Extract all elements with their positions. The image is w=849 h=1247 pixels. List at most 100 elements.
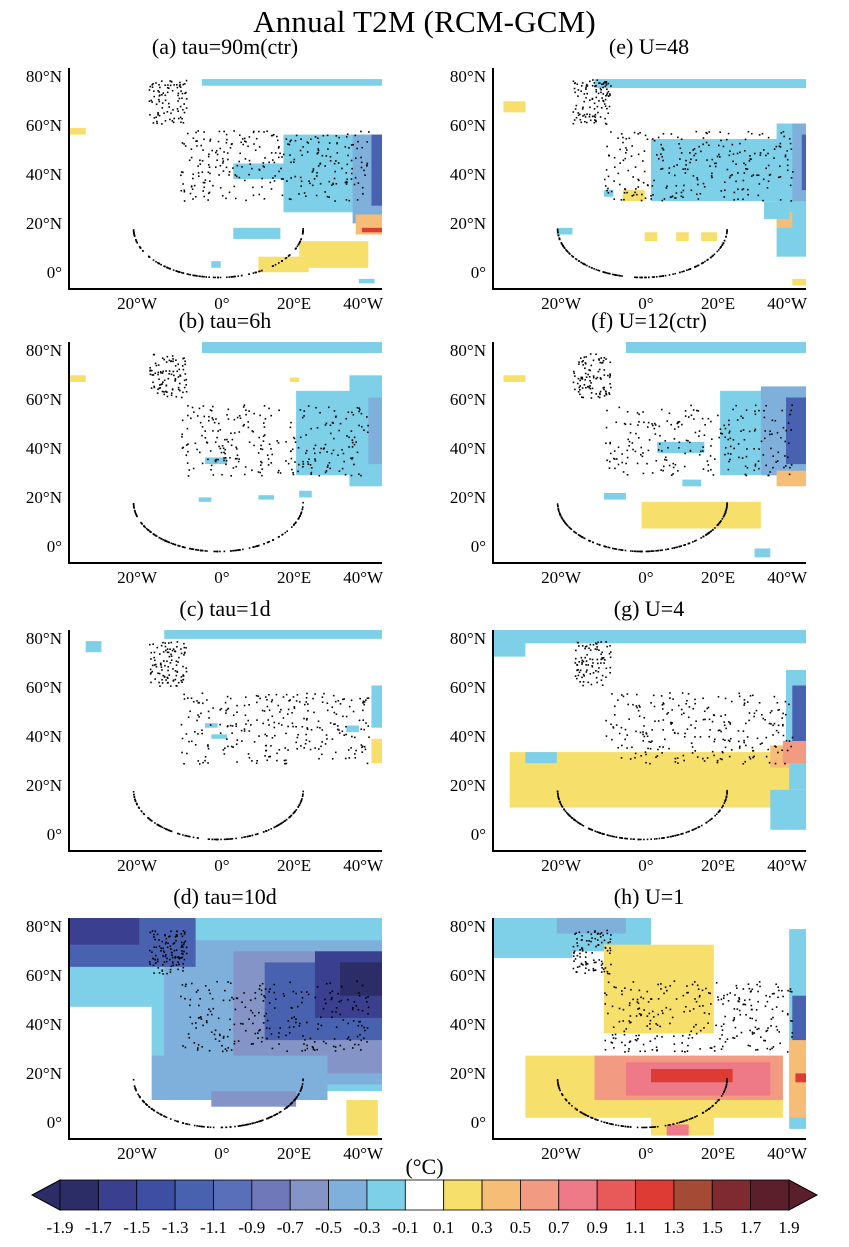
panel-title-h: (h) U=1: [613, 884, 685, 909]
colorbar-swatch-15: [635, 1179, 675, 1211]
colorbar-label-13: 0.7: [548, 1218, 570, 1237]
x-tick-h-3: 40°W: [767, 1144, 808, 1163]
anomaly-cell-f-10: [754, 548, 771, 558]
y-tick-h-1: 60°N: [449, 966, 486, 985]
colorbar-swatch-14: [596, 1179, 636, 1211]
anomaly-cell-g-0: [494, 630, 806, 644]
colorbar-swatch-3: [174, 1179, 214, 1211]
anomaly-cell-g-6: [782, 741, 806, 764]
colorbar-max-arrow: [788, 1179, 819, 1211]
map-panel-f: [492, 342, 806, 564]
map-panel-e: [492, 68, 806, 290]
panel-title-g: (g) U=4: [613, 596, 685, 621]
x-tick-a-2: 20°E: [276, 294, 312, 313]
colorbar-label-10: 0.1: [433, 1218, 455, 1237]
colorbar-label-7: -0.5: [315, 1218, 343, 1237]
y-tick-b-4: 0°: [46, 537, 62, 556]
y-tick-d-3: 20°N: [25, 1064, 62, 1083]
colorbar-label-4: -1.1: [200, 1218, 227, 1237]
anomaly-cell-a-4: [371, 134, 382, 206]
anomaly-cell-g-8: [770, 789, 806, 830]
panel-title-e: (e) U=48: [608, 34, 690, 59]
y-tick-e-2: 40°N: [449, 165, 486, 184]
anomaly-cell-a-0: [201, 79, 382, 86]
colorbar-label-11: 0.3: [471, 1218, 493, 1237]
colorbar-swatch-5: [251, 1179, 291, 1211]
x-tick-a-1: 0°: [214, 294, 230, 313]
colorbar-label-19: 1.9: [778, 1218, 800, 1237]
x-tick-f-2: 20°E: [700, 568, 736, 587]
colorbar-label-12: 0.5: [509, 1218, 532, 1237]
y-tick-c-1: 60°N: [25, 678, 62, 697]
y-tick-e-1: 60°N: [449, 116, 486, 135]
anomaly-cell-a-6: [362, 227, 382, 233]
colorbar-swatch-0: [59, 1179, 99, 1211]
y-tick-a-0: 80°N: [25, 67, 62, 86]
colorbar-swatch-17: [711, 1179, 752, 1211]
x-tick-e-1: 0°: [638, 294, 654, 313]
anomaly-cell-c-0: [85, 641, 102, 653]
y-tick-f-4: 0°: [470, 537, 486, 556]
colorbar-swatch-9: [404, 1179, 445, 1211]
anomaly-cell-h-13: [666, 1124, 689, 1136]
colorbar-label-2: -1.5: [123, 1218, 151, 1237]
anomaly-cell-f-7: [666, 515, 708, 529]
x-tick-g-1: 0°: [638, 856, 654, 875]
x-tick-b-0: 20°W: [117, 568, 157, 587]
anomaly-cell-e-11: [676, 232, 689, 242]
anomaly-cell-b-5: [333, 457, 353, 467]
colorbar-swatch-13: [558, 1179, 598, 1211]
anomaly-cell-a-11: [70, 127, 86, 135]
y-tick-a-1: 60°N: [25, 116, 62, 135]
y-tick-g-2: 40°N: [449, 727, 486, 746]
map-panel-g: [492, 630, 806, 852]
map-panel-a: [68, 68, 382, 290]
y-tick-d-1: 60°N: [25, 966, 62, 985]
coastline-e: [556, 79, 794, 279]
y-tick-e-0: 80°N: [449, 67, 486, 86]
x-tick-f-1: 0°: [638, 568, 654, 587]
colorbar-label-5: -0.9: [238, 1218, 266, 1237]
y-tick-b-1: 60°N: [25, 390, 62, 409]
panel-title-a: (a) tau=90m(ctr): [151, 34, 299, 59]
y-tick-h-4: 0°: [470, 1113, 486, 1132]
anomaly-cell-c-4: [371, 738, 382, 764]
anomaly-cell-e-4: [801, 134, 806, 191]
anomaly-cell-e-14: [792, 278, 806, 286]
anomaly-cell-b-3: [368, 397, 382, 465]
y-tick-e-3: 20°N: [449, 214, 486, 233]
anomaly-cell-c-5: [346, 725, 359, 733]
map-panel-d: [68, 918, 382, 1140]
main-title: Annual T2M (RCM-GCM): [253, 4, 596, 39]
colorbar-label-18: 1.7: [740, 1218, 762, 1237]
y-tick-c-3: 20°N: [25, 776, 62, 795]
coastline-c: [132, 641, 370, 841]
anomaly-cell-b-10: [289, 377, 300, 382]
colorbar-swatch-16: [673, 1179, 713, 1211]
y-tick-e-4: 0°: [470, 263, 486, 282]
x-tick-d-3: 40°W: [343, 1144, 384, 1163]
y-tick-a-4: 0°: [46, 263, 62, 282]
anomaly-cell-b-7: [299, 490, 312, 498]
coastline-f: [556, 353, 793, 553]
colorbar-swatch-2: [136, 1179, 176, 1211]
coastline-d: [132, 930, 370, 1129]
x-tick-e-3: 40°W: [767, 294, 808, 313]
x-tick-c-1: 0°: [214, 856, 230, 875]
y-tick-a-3: 20°N: [25, 214, 62, 233]
anomaly-cell-a-9: [258, 256, 309, 273]
x-tick-g-0: 20°W: [541, 856, 581, 875]
x-tick-e-2: 20°E: [700, 294, 736, 313]
panel-title-c: (c) tau=1d: [179, 596, 271, 621]
y-tick-f-2: 40°N: [449, 439, 486, 458]
anomaly-cell-h-11: [795, 1073, 806, 1083]
colorbar-label-17: 1.5: [701, 1218, 723, 1237]
y-tick-h-0: 80°N: [449, 917, 486, 936]
anomaly-cell-h-2: [556, 918, 626, 934]
x-tick-g-3: 40°W: [767, 856, 808, 875]
y-tick-g-0: 80°N: [449, 629, 486, 648]
colorbar-label-0: -1.9: [46, 1218, 74, 1237]
anomaly-cell-d-7: [70, 918, 140, 945]
x-tick-h-0: 20°W: [541, 1144, 581, 1163]
anomaly-cell-e-13: [503, 101, 526, 113]
